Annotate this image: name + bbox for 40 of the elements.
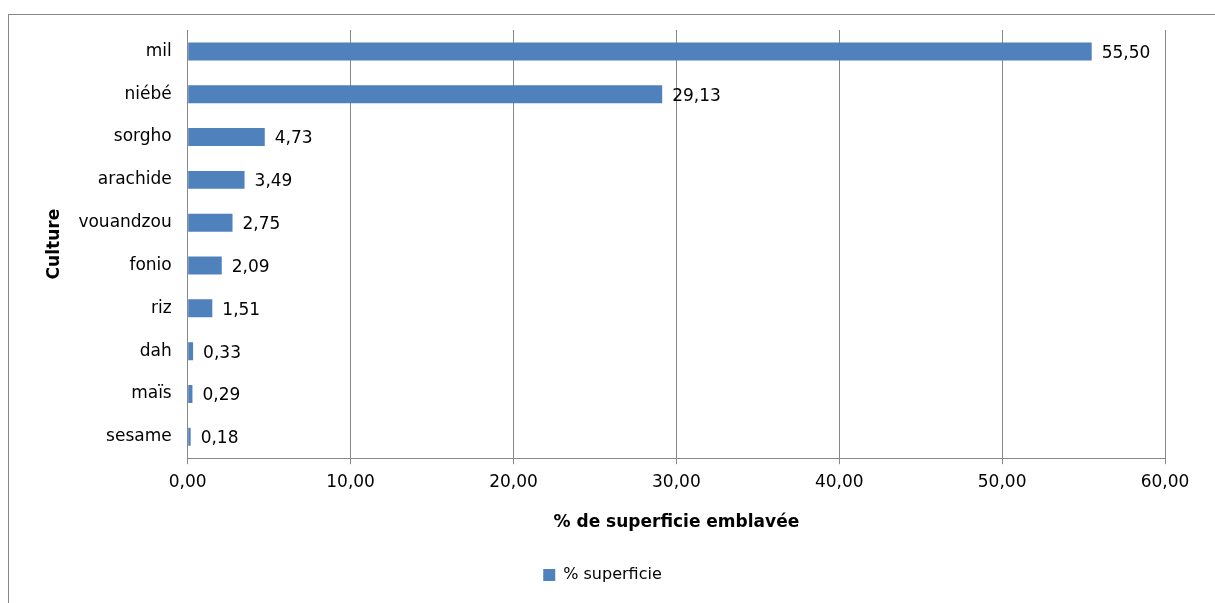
y-tick-label: sorgho (113, 125, 172, 146)
data-label: 0,29 (202, 384, 241, 405)
data-label: 4,73 (274, 127, 313, 148)
data-label: 0,18 (200, 427, 239, 448)
y-tick-label: arachide (97, 168, 172, 189)
data-label: 55,50 (1101, 41, 1151, 62)
y-tick-label: niébé (124, 82, 172, 103)
y-tick-label: sesame (106, 425, 172, 446)
bar (188, 384, 193, 403)
x-tick-label: 40,00 (814, 470, 864, 491)
data-label: 2,75 (242, 213, 281, 234)
y-axis-title: Culture (42, 208, 63, 280)
bar (188, 85, 663, 104)
x-tick-label: 60,00 (1140, 470, 1190, 491)
bar (188, 256, 222, 275)
data-label: 29,13 (672, 84, 721, 105)
y-tick-label: fonio (129, 253, 172, 274)
bar (188, 42, 1092, 61)
x-tick-label: 30,00 (652, 470, 701, 491)
bar (188, 342, 194, 361)
x-axis-title: % de superficie emblavée (553, 511, 800, 532)
legend-label: % superficie (563, 564, 662, 584)
y-tick-label: maïs (131, 382, 172, 403)
bar (188, 427, 191, 446)
y-tick-label: riz (151, 296, 172, 317)
data-label: 2,09 (231, 255, 270, 276)
bar (188, 170, 245, 189)
bar (188, 213, 233, 232)
x-tick-label: 20,00 (489, 470, 538, 491)
y-tick-label: dah (139, 339, 172, 360)
x-tick-label: 0,00 (168, 470, 207, 491)
data-label: 1,51 (222, 298, 261, 319)
data-label: 3,49 (254, 170, 293, 191)
bar (188, 128, 265, 147)
x-tick-label: 50,00 (977, 470, 1027, 491)
y-tick-label: vouandzou (78, 211, 172, 232)
x-tick-label: 10,00 (326, 470, 375, 491)
y-tick-label: mil (145, 39, 172, 60)
data-label: 0,33 (203, 341, 241, 362)
bar (188, 299, 213, 318)
